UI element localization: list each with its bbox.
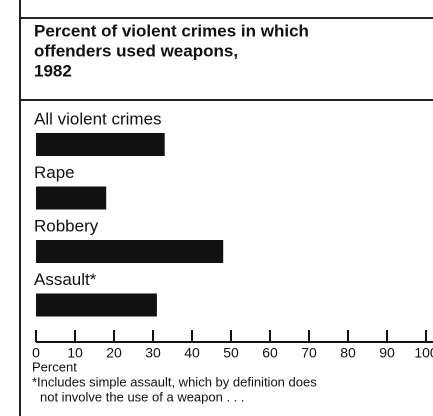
bar: [36, 293, 157, 317]
x-tick-label: 50: [223, 345, 239, 361]
x-tick-label: 0: [32, 345, 40, 361]
title-line: Percent of violent crimes in which: [34, 21, 309, 40]
x-tick-label: 30: [145, 345, 161, 361]
x-tick-label: 90: [379, 345, 395, 361]
bar: [36, 240, 224, 263]
x-tick-label: 100: [414, 345, 433, 361]
x-tick-label: 60: [262, 345, 278, 361]
category-label: Rape: [34, 163, 75, 182]
bar: [36, 133, 165, 156]
x-tick-label: 10: [67, 345, 83, 361]
category-label: Assault*: [34, 270, 97, 289]
footnote: *Includes simple assault, which by defin…: [32, 374, 317, 389]
category-label: Robbery: [34, 216, 99, 235]
x-axis-label: Percent: [32, 359, 77, 374]
x-tick-label: 70: [301, 345, 317, 361]
footnote: not involve the use of a weapon . . .: [40, 389, 245, 404]
x-tick-label: 20: [106, 345, 122, 361]
x-tick-label: 40: [184, 345, 200, 361]
x-tick-label: 80: [340, 345, 356, 361]
bar: [36, 186, 107, 210]
category-label: All violent crimes: [34, 109, 162, 128]
title-line: 1982: [34, 61, 72, 80]
title-line: offenders used weapons,: [34, 41, 238, 60]
